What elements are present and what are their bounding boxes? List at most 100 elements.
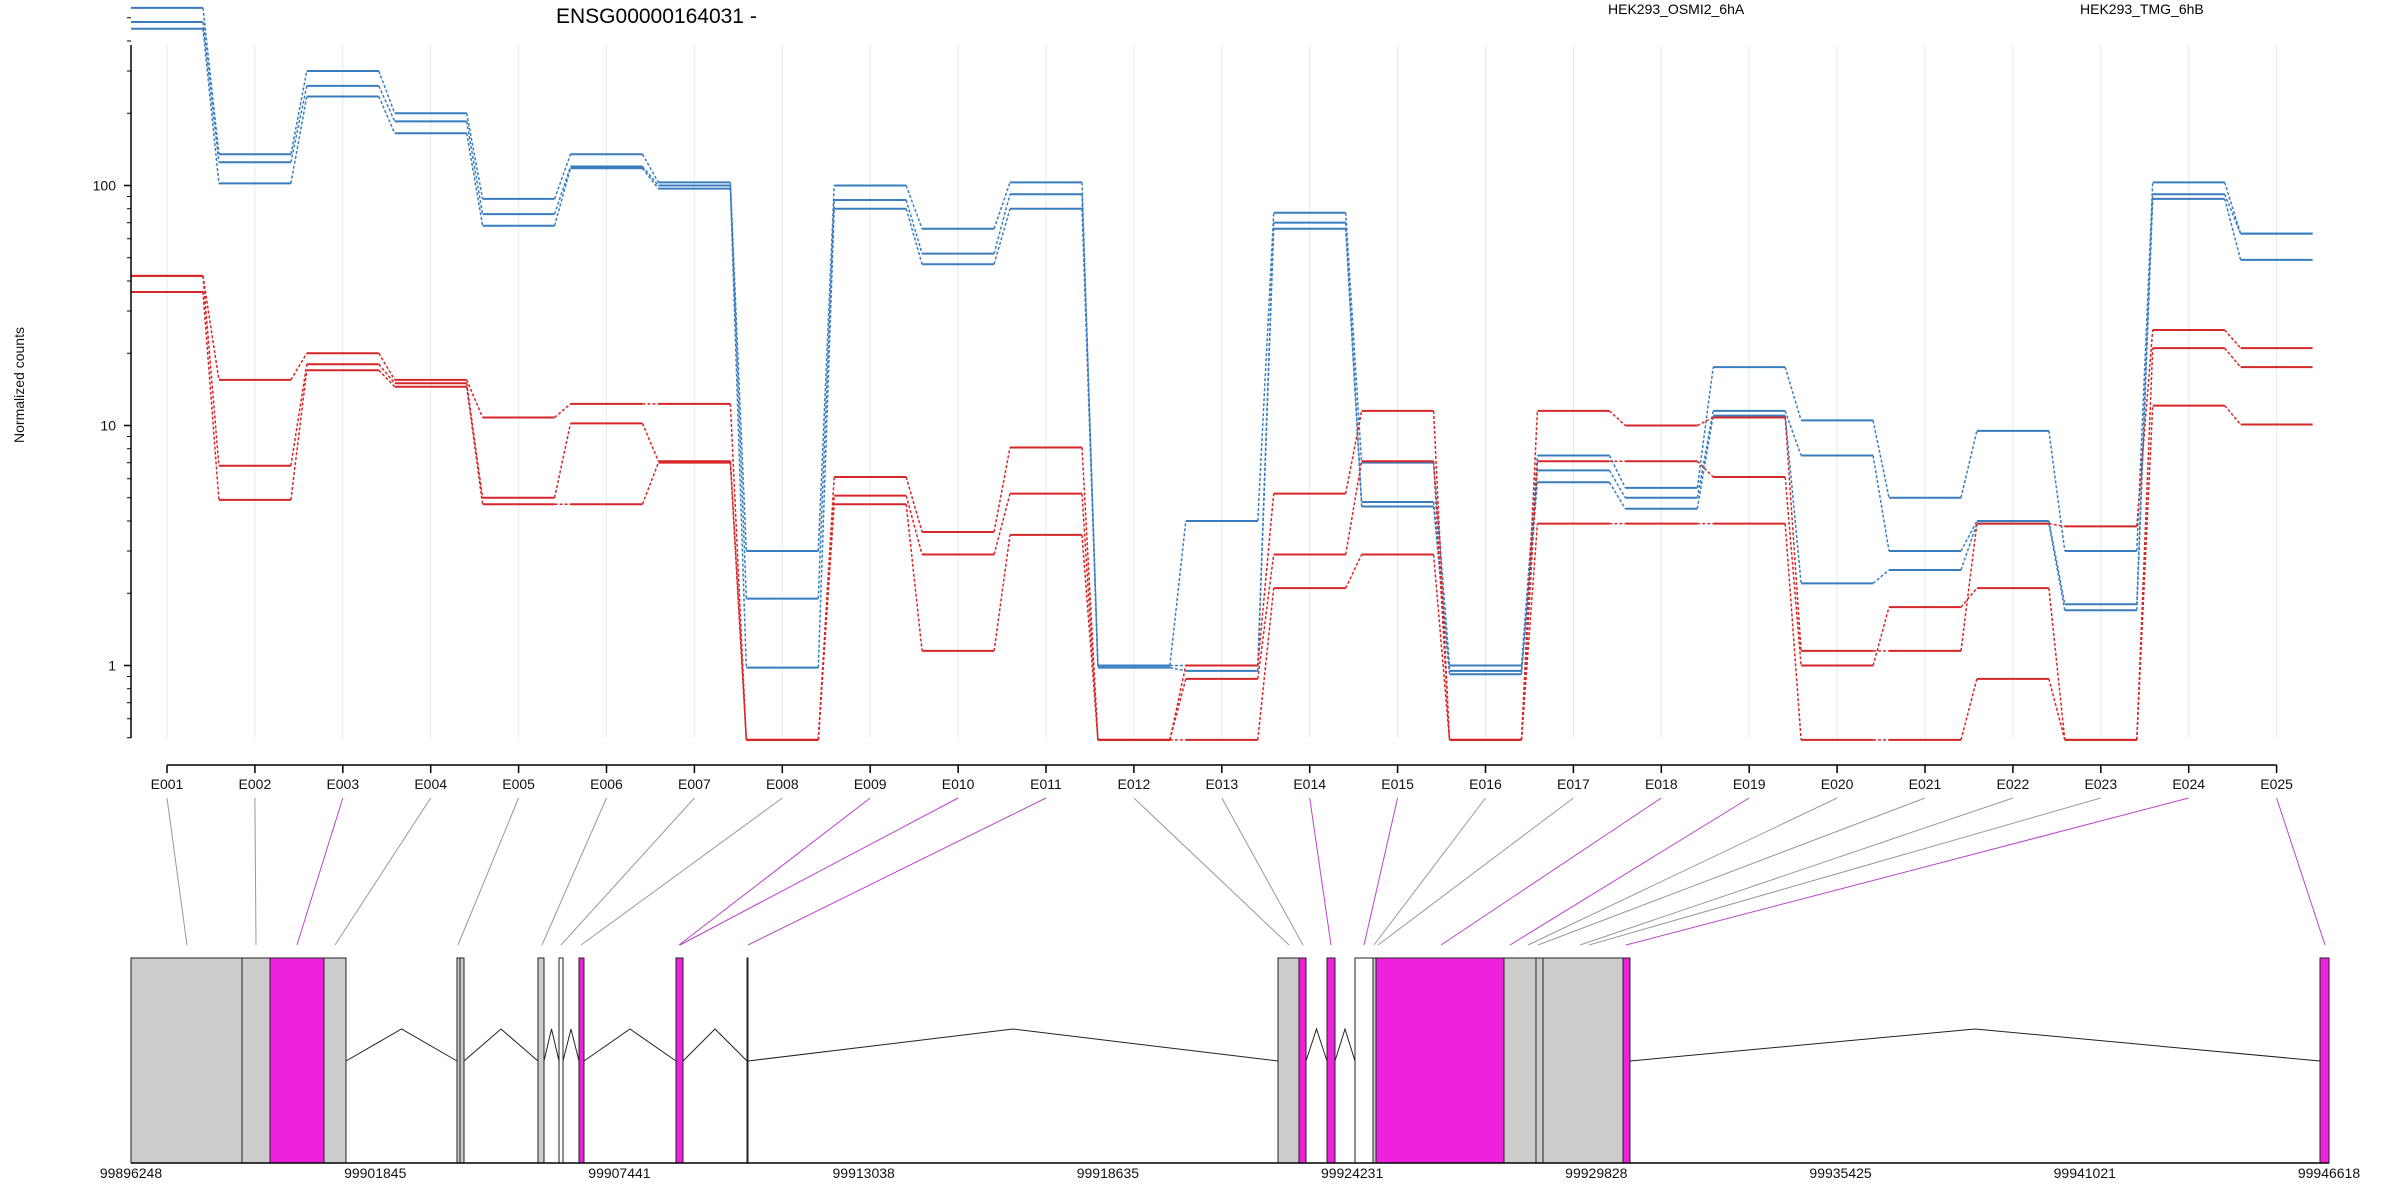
series-connector: [1169, 678, 1187, 741]
exon-connector: [679, 797, 959, 946]
intron-line: [1629, 1028, 2321, 1062]
exon-connector: [678, 797, 871, 946]
intron-line: [562, 1028, 580, 1062]
series-connector: [1257, 554, 1275, 679]
exon-box: [578, 957, 585, 1164]
exon-box: [269, 957, 325, 1164]
series-connector: [2136, 198, 2154, 611]
series-connector: [2224, 193, 2242, 234]
series-connector: [553, 168, 572, 226]
series-connector: [202, 275, 220, 380]
series-connector: [1081, 534, 1099, 740]
series-connector: [817, 185, 835, 552]
genomic-tick-label: 99941021: [2054, 1165, 2117, 1181]
x-tick-label: E017: [1557, 776, 1590, 792]
series-connector: [1344, 461, 1363, 555]
exon-box: [558, 957, 564, 1164]
series-connector: [202, 7, 220, 155]
exon-box: [1535, 957, 1544, 1164]
exon-box: [459, 957, 465, 1164]
series-connector: [378, 369, 396, 388]
series-connector: [1257, 588, 1275, 740]
x-tick-label: E021: [1909, 776, 1942, 792]
series-connector: [2223, 182, 2242, 234]
series-connector: [1344, 410, 1363, 494]
series-connector: [2136, 329, 2154, 527]
exon-connector: [580, 797, 783, 946]
series-connector: [1257, 493, 1275, 666]
series-connector: [202, 28, 220, 184]
series-connector: [290, 352, 308, 381]
exon-connector: [1363, 797, 1399, 946]
series-connector: [1960, 678, 1978, 741]
series-connector: [1960, 587, 1978, 608]
x-tick-label: E016: [1469, 776, 1502, 792]
x-tick-label: E006: [590, 776, 623, 792]
series-connector: [1872, 569, 1890, 584]
series-connector: [1696, 415, 1714, 509]
series-connector: [993, 208, 1011, 265]
series-connector: [905, 495, 923, 555]
exon-connector: [1579, 797, 2014, 946]
exon-connector: [747, 797, 1047, 946]
exon-connector: [1440, 797, 1662, 946]
series-connector: [1872, 606, 1890, 666]
exon-connector: [254, 797, 257, 946]
axes: 1 10 100 E001 E002 E003 E004 E005 E006 E007 E008 E0…: [93, 17, 2293, 792]
series-connector: [729, 188, 748, 668]
exon-connector-lines: [166, 797, 2326, 946]
genomic-tick-label: 99913038: [833, 1165, 896, 1181]
x-tick-label: E023: [2084, 776, 2117, 792]
series-connector: [1784, 476, 1802, 666]
exon-connector: [1133, 797, 1290, 946]
series-connector: [641, 153, 660, 183]
series-connector: [2048, 430, 2066, 552]
series-connector: [1784, 415, 1802, 584]
series-connector: [905, 504, 923, 652]
series-connector: [1257, 212, 1275, 522]
series-connector: [465, 383, 484, 498]
genomic-tick-label: 99929828: [1565, 1165, 1628, 1181]
x-tick-label: E011: [1030, 776, 1062, 792]
series-connector: [1696, 416, 1714, 427]
series-connector: [1432, 461, 1451, 740]
exon-box: [746, 957, 749, 1164]
legend-entry-group-a: HEK293_OSMI2_6hA: [1608, 1, 1745, 17]
series-connector: [993, 447, 1011, 533]
exon-box: [1298, 957, 1307, 1164]
series-connector: [2048, 588, 2066, 740]
series-connector: [378, 96, 396, 134]
series-connector: [1081, 493, 1099, 740]
exon-box: [241, 957, 271, 1164]
exon-box: [1354, 957, 1374, 1164]
series-connector: [1432, 554, 1451, 740]
series-connector: [1608, 410, 1626, 427]
x-tick-label: E024: [2172, 776, 2205, 792]
intron-line: [345, 1028, 458, 1062]
series-connector: [290, 364, 308, 466]
series-connector: [905, 476, 923, 533]
exon-connector: [1309, 797, 1332, 946]
intron-line: [1305, 1027, 1328, 1062]
exon-connector: [1537, 797, 1926, 946]
series-connector: [2048, 520, 2066, 605]
exon-box: [1622, 957, 1631, 1164]
series-connector: [2223, 198, 2242, 261]
series-connector: [641, 167, 659, 190]
series-connector: [553, 423, 572, 498]
series-connector: [641, 423, 660, 462]
series-connector: [1784, 366, 1802, 421]
x-tick-label: E007: [678, 776, 711, 792]
series-connector: [1432, 506, 1451, 675]
exon-box: [537, 957, 545, 1164]
series-connector: [729, 185, 748, 599]
genomic-tick-label: 99901845: [344, 1165, 407, 1181]
vertical-gridlines: [166, 45, 2278, 738]
exon-box: [1503, 957, 1537, 1164]
intron-line: [583, 1028, 677, 1062]
x-tick-label: E008: [766, 776, 799, 792]
series-connector: [1081, 447, 1099, 740]
series-connector: [1081, 208, 1099, 668]
x-tick-label: E009: [854, 776, 887, 792]
series-connector: [202, 275, 220, 466]
